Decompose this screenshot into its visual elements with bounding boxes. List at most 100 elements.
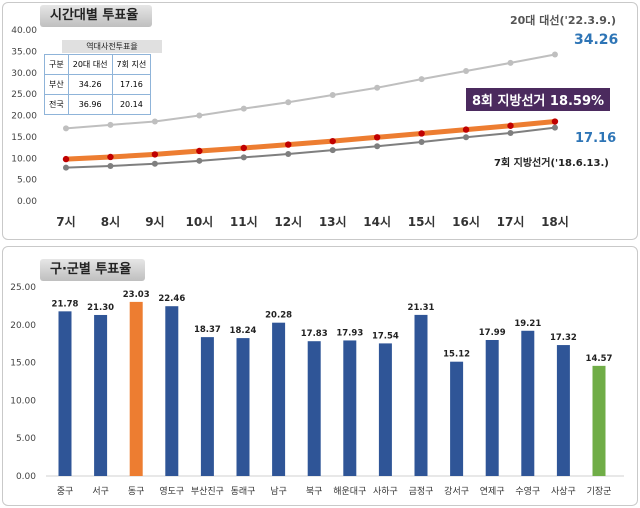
data-point [63,164,69,171]
x-tick-label: 해운대구 [333,486,366,497]
series-line [65,126,556,169]
table-header-cell: 7회 지선 [111,54,152,75]
series-line [65,119,556,162]
y-tick-label: 10.00 [11,154,37,164]
data-point [374,143,381,150]
table-row: 전국 36.96 20.14 [44,94,152,115]
data-point [285,150,292,157]
x-tick-label: 연제구 [480,486,505,497]
bar [307,341,321,476]
x-tick-label: 기장군 [587,486,612,497]
table-cell: 17.16 [111,74,152,95]
bar [485,339,499,476]
table-header-cell: 20대 대선 [67,54,113,75]
data-label: 21.31 [408,303,435,313]
data-label: 18.37 [194,325,221,335]
y-tick-label: 5.00 [17,176,37,186]
data-label: 18.24 [230,326,257,336]
x-tick-label: 금정구 [409,486,434,497]
prev-series-label: 7회 지방선거('18.6.13.) [494,158,609,169]
table-cell: 36.96 [67,94,113,115]
data-point [462,126,470,133]
table-header-cell: 구분 [44,54,69,75]
data-label: 14.57 [586,354,613,364]
current-series-badge: 8회 지방선거 18.59% [466,88,611,111]
x-tick-label: 9시 [145,215,164,229]
x-tick-label: 사하구 [373,486,398,497]
table-cell: 34.26 [67,74,113,95]
y-tick-label: 10.00 [10,396,36,406]
x-tick-label: 18시 [541,215,569,229]
data-label: 17.54 [372,331,399,341]
data-point [240,154,247,161]
bar [378,343,392,476]
table-caption: 역대사전투표율 [62,40,162,53]
data-point [418,130,425,137]
data-point [151,151,159,158]
data-label: 22.46 [158,294,185,304]
data-point [63,125,69,132]
bar [165,306,179,476]
data-point [551,124,558,131]
data-point [240,144,247,152]
x-tick-label: 7시 [56,215,75,229]
x-tick-label: 10시 [185,215,213,229]
y-tick-label: 15.00 [10,359,36,369]
data-point [285,99,292,106]
bar [521,330,535,476]
y-tick-label: 35.00 [11,47,37,57]
bar [343,340,357,476]
bar [94,314,108,476]
data-point [196,147,203,155]
x-tick-label: 12시 [274,215,302,229]
y-tick-label: 25.00 [10,283,36,293]
y-tick-label: 15.00 [11,133,37,143]
data-point [240,105,247,112]
data-point [151,118,158,125]
x-tick-label: 동구 [128,486,145,497]
turnout-table: 구분 20대 대선 7회 지선 부산 34.26 17.16 전국 36.96 … [44,54,152,115]
data-point [507,122,514,129]
data-point [107,162,114,169]
data-point [507,59,514,66]
data-point [107,153,114,161]
line-chart-title: 시간대별 투표율 [40,5,153,27]
y-tick-label: 20.00 [11,112,37,122]
data-point [62,155,70,163]
table-cell: 전국 [44,94,69,115]
x-tick-label: 동래구 [231,486,256,497]
x-tick-label: 17시 [497,215,525,229]
data-point [551,118,559,125]
table-header-row: 구분 20대 대선 7회 지선 [44,54,152,75]
bar [272,322,286,476]
top-series-value: 34.26 [574,32,619,48]
x-tick-label: 서구 [92,486,109,497]
y-tick-label: 30.00 [11,69,37,79]
x-tick-label: 11시 [230,215,258,229]
data-point [151,160,158,167]
bar [450,361,464,476]
bar-chart-title: 구·군별 투표율 [40,259,146,281]
series-line [65,53,556,130]
data-point [463,68,470,75]
table-cell: 부산 [44,74,69,95]
x-tick-label: 영도구 [159,486,184,497]
data-label: 17.32 [550,333,577,343]
y-tick-label: 5.00 [16,434,36,444]
x-tick-label: 13시 [319,215,347,229]
x-tick-label: 14시 [363,215,391,229]
data-label: 19.21 [514,319,541,329]
data-point [107,121,114,128]
table-row: 부산 34.26 17.16 [44,74,152,95]
data-label: 17.93 [336,328,363,338]
data-point [285,141,292,148]
data-point [373,134,381,141]
data-label: 17.83 [301,329,328,339]
x-tick-label: 사상구 [551,486,576,497]
bar [592,365,606,476]
y-tick-label: 20.00 [10,321,36,331]
y-tick-label: 0.00 [16,472,36,482]
x-tick-label: 15시 [408,215,436,229]
x-tick-label: 북구 [306,486,323,497]
data-point [418,139,425,146]
